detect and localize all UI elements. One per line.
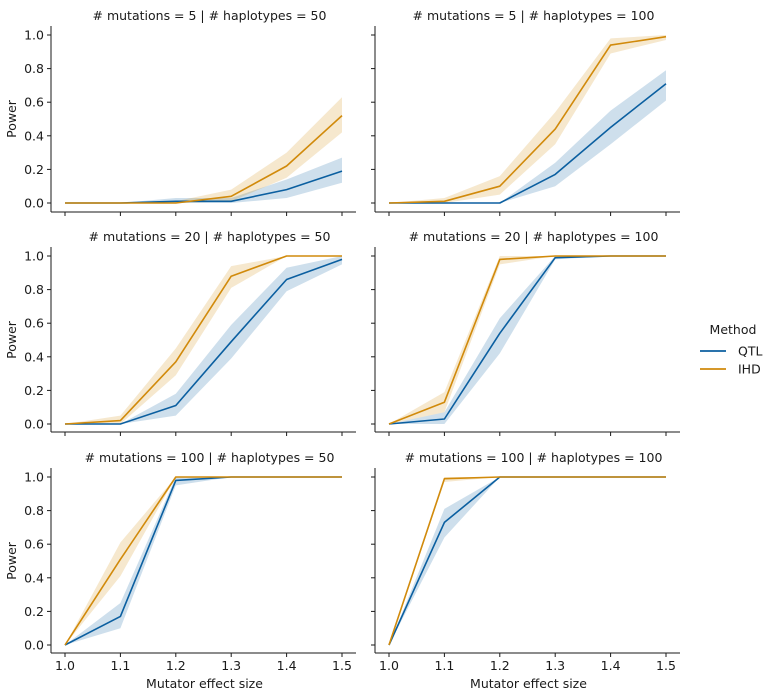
ci-band-qtl bbox=[389, 256, 666, 424]
panel-1: # mutations = 5 | # haplotypes = 50 0.0 0.… bbox=[4, 8, 356, 216]
y-tick-label: 0.4 bbox=[24, 349, 44, 364]
y-tick-label: 0.8 bbox=[24, 61, 44, 76]
y-tick-label: 1.0 bbox=[24, 249, 44, 264]
x-tick-label: 1.3 bbox=[221, 658, 241, 673]
panel-title: # mutations = 100 | # haplotypes = 100 bbox=[405, 450, 663, 465]
ci-band-qtl bbox=[389, 477, 666, 645]
y-tick-label: 0.6 bbox=[24, 537, 44, 552]
legend-label-qtl: QTL bbox=[738, 344, 762, 359]
x-tick-label: 1.2 bbox=[166, 658, 186, 673]
x-tick-label: 1.4 bbox=[601, 658, 621, 673]
panel-title: # mutations = 20 | # haplotypes = 100 bbox=[409, 229, 659, 244]
x-tick-label: 1.1 bbox=[434, 658, 454, 673]
y-tick-label: 0.0 bbox=[24, 638, 44, 653]
y-tick-label: 0.0 bbox=[24, 196, 44, 211]
series-line-ihd bbox=[388, 35, 667, 204]
x-tick-label: 1.2 bbox=[490, 658, 510, 673]
ci-band-ihd bbox=[389, 35, 666, 203]
x-tick-label: 1.0 bbox=[379, 658, 399, 673]
panel-3: # mutations = 20 | # haplotypes = 50 0.0 0… bbox=[4, 229, 356, 436]
y-tick-label: 1.0 bbox=[24, 470, 44, 485]
ci-band-ihd bbox=[65, 97, 342, 203]
panels: # mutations = 5 | # haplotypes = 50 0.0 0.… bbox=[4, 8, 680, 691]
x-tick-label: 1.4 bbox=[277, 658, 297, 673]
y-tick-label: 0.2 bbox=[24, 383, 44, 398]
y-axis-label: Power bbox=[4, 541, 19, 580]
legend-label-ihd: IHD bbox=[738, 362, 761, 377]
y-tick-label: 0.2 bbox=[24, 604, 44, 619]
panel-title: # mutations = 5 | # haplotypes = 50 bbox=[93, 8, 327, 23]
y-axis-label: Power bbox=[4, 99, 19, 138]
panel-title: # mutations = 100 | # haplotypes = 50 bbox=[85, 450, 335, 465]
x-tick-label: 1.0 bbox=[55, 658, 75, 673]
y-tick-label: 0.2 bbox=[24, 162, 44, 177]
y-tick-label: 0.6 bbox=[24, 316, 44, 331]
ci-band-qtl bbox=[389, 70, 666, 203]
series-line-ihd bbox=[388, 476, 666, 646]
ci-band-ihd bbox=[65, 477, 342, 645]
ci-band-qtl bbox=[65, 256, 342, 424]
legend: Method QTL IHD bbox=[700, 322, 762, 377]
x-tick-label: 1.1 bbox=[110, 658, 130, 673]
y-tick-label: 1.0 bbox=[24, 28, 44, 43]
panel-4: # mutations = 20 | # haplotypes = 100 bbox=[371, 229, 680, 436]
panel-title: # mutations = 5 | # haplotypes = 100 bbox=[413, 8, 655, 23]
y-tick-label: 0.4 bbox=[24, 128, 44, 143]
x-tick-label: 1.5 bbox=[332, 658, 352, 673]
series-line-qtl bbox=[389, 83, 667, 204]
panel-6: # mutations = 100 | # haplotypes = 100 1.… bbox=[371, 450, 680, 691]
panel-title: # mutations = 20 | # haplotypes = 50 bbox=[89, 229, 331, 244]
series-line-qtl bbox=[65, 258, 343, 425]
series-line-ihd bbox=[64, 255, 342, 425]
y-tick-label: 0.8 bbox=[24, 282, 44, 297]
x-tick-label: 1.5 bbox=[656, 658, 676, 673]
y-tick-label: 0.6 bbox=[24, 95, 44, 110]
y-tick-label: 0.4 bbox=[24, 570, 44, 585]
ci-band-ihd bbox=[389, 256, 666, 424]
y-axis-label: Power bbox=[4, 320, 19, 359]
ci-band-qtl bbox=[65, 477, 342, 645]
series-line-ihd bbox=[64, 476, 342, 646]
panel-2: # mutations = 5 | # haplotypes = 100 bbox=[371, 8, 680, 216]
legend-title: Method bbox=[710, 322, 757, 337]
series-line-qtl bbox=[388, 255, 666, 425]
y-tick-label: 0.0 bbox=[24, 417, 44, 432]
panel-5: # mutations = 100 | # haplotypes = 50 0.0… bbox=[4, 450, 356, 691]
series-line-ihd bbox=[65, 115, 343, 204]
x-axis-label: Mutator effect size bbox=[470, 676, 587, 691]
x-axis-label: Mutator effect size bbox=[146, 676, 263, 691]
ci-band-qtl bbox=[65, 157, 342, 203]
x-tick-label: 1.3 bbox=[545, 658, 565, 673]
y-tick-label: 0.8 bbox=[24, 503, 44, 518]
series-line-ihd bbox=[388, 255, 666, 425]
